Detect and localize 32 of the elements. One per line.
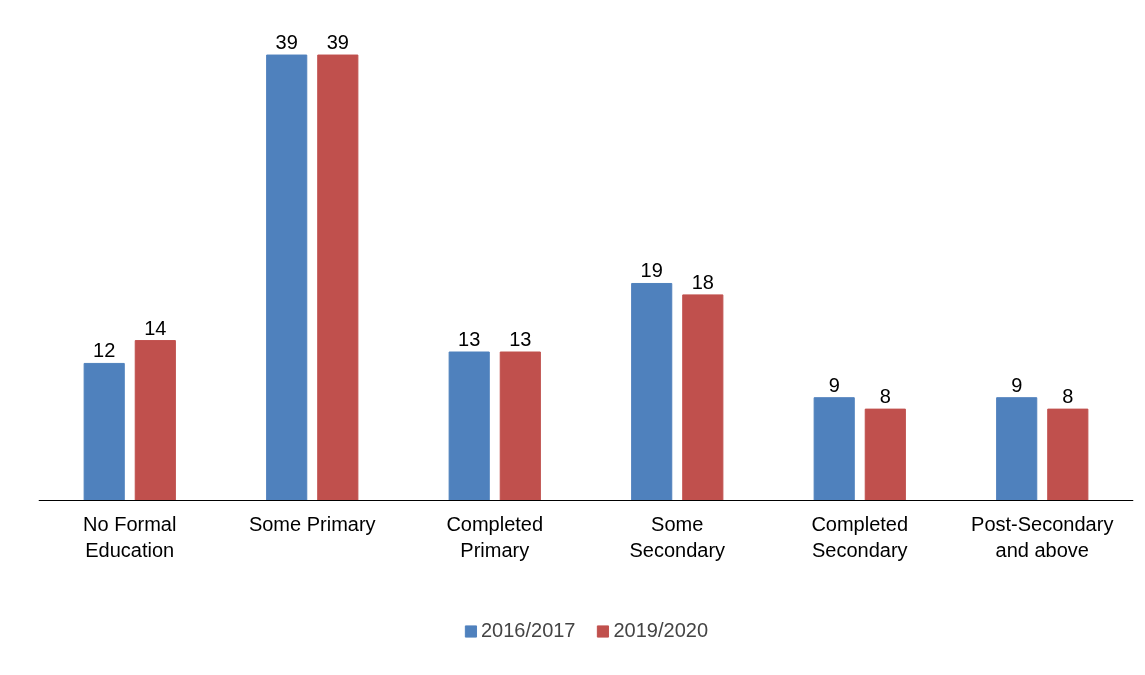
x-tick-label: Some Secondary: [629, 512, 726, 561]
data-label: 13: [458, 328, 481, 351]
data-label: 18: [691, 270, 714, 293]
data-label: 13: [509, 328, 532, 351]
data-label: 39: [275, 31, 298, 54]
data-label: 8: [879, 385, 891, 408]
bar: [499, 351, 541, 501]
bar: [682, 294, 724, 501]
x-tick-label: Completed Secondary: [811, 512, 909, 561]
bar: [1047, 408, 1089, 501]
bar: [996, 397, 1038, 501]
data-label: 9: [828, 373, 840, 396]
bar: [864, 408, 906, 501]
x-tick-label: Post-Secondary and above: [971, 512, 1114, 561]
data-label: 19: [640, 259, 663, 282]
x-tick-label: Completed Primary: [446, 512, 544, 561]
x-tick-label: Some Primary: [248, 512, 376, 535]
data-label: 39: [326, 31, 349, 54]
bar: [448, 351, 490, 501]
bar: [134, 340, 176, 501]
bar: [266, 54, 308, 501]
legend-label: 2016/2017: [480, 619, 576, 642]
bar: [631, 282, 673, 501]
data-label: 8: [1062, 385, 1074, 408]
bar: [83, 362, 125, 501]
bar: [317, 54, 359, 501]
data-label: 12: [93, 339, 116, 362]
bar: [813, 397, 855, 501]
data-label: 9: [1011, 373, 1023, 396]
x-tick-label: No Formal Education: [83, 512, 177, 561]
legend-label: 2019/2020: [613, 619, 709, 642]
data-label: 14: [144, 316, 167, 339]
